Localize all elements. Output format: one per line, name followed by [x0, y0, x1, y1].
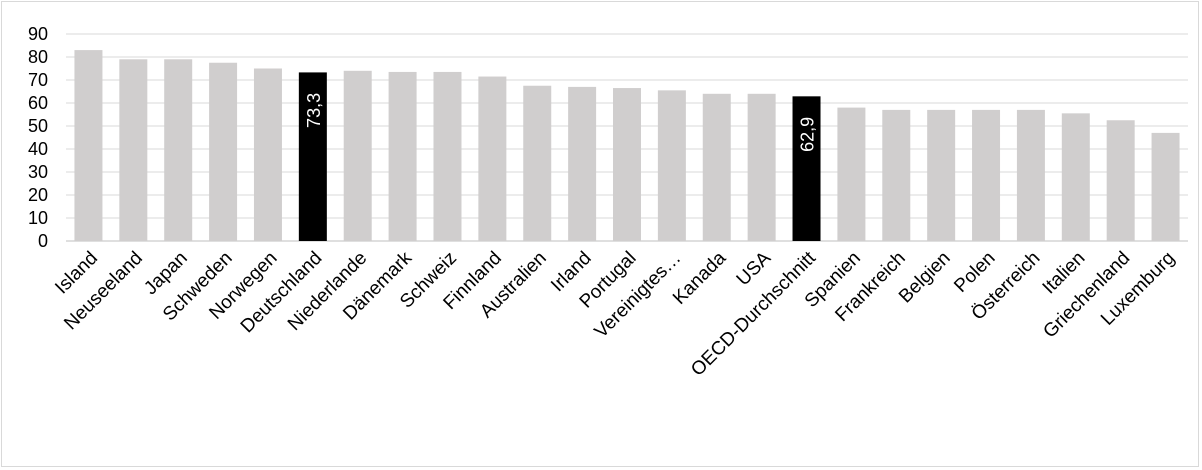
bar: [1016, 109, 1045, 242]
x-axis: IslandNeuseelandJapanSchwedenNorwegenDeu…: [51, 247, 1179, 380]
y-tick-label: 80: [28, 47, 48, 67]
bar: [702, 93, 731, 241]
bar: [972, 109, 1001, 242]
y-tick-label: 0: [38, 231, 48, 251]
y-tick-label: 30: [28, 162, 48, 182]
bars: 73,3 62,9: [74, 50, 1180, 242]
gridlines: [66, 33, 1188, 242]
bar: [478, 76, 507, 241]
bar: [747, 93, 776, 241]
bar: [119, 59, 148, 241]
bar: [164, 59, 193, 241]
y-tick-label: 20: [28, 185, 48, 205]
bar: [298, 72, 327, 241]
bar: [1106, 120, 1135, 241]
y-axis: 0 10 20 30 40 50 60 70 80 90: [28, 24, 48, 251]
y-tick-label: 90: [28, 24, 48, 44]
bar: [433, 71, 462, 241]
bar: [1061, 113, 1090, 241]
bar: [613, 88, 641, 241]
bar: [209, 62, 238, 241]
bar: [882, 109, 911, 242]
bar: [253, 68, 282, 241]
y-tick-label: 50: [28, 116, 48, 136]
bar: [837, 107, 866, 241]
y-tick-label: 40: [28, 139, 48, 159]
y-tick-label: 70: [28, 70, 48, 90]
x-tick-label: Belgien: [895, 248, 955, 308]
bar: [388, 71, 417, 241]
bar: [343, 70, 372, 241]
bar: [74, 50, 103, 241]
y-tick-label: 60: [28, 93, 48, 113]
bar: [568, 86, 597, 242]
y-tick-label: 10: [28, 208, 48, 228]
bar: [792, 96, 821, 241]
data-label: 73,3: [304, 93, 324, 128]
bar: [1151, 132, 1180, 241]
bar: [927, 109, 956, 242]
bar: [657, 90, 686, 241]
bar: [523, 85, 552, 241]
data-label: 62,9: [798, 117, 818, 152]
